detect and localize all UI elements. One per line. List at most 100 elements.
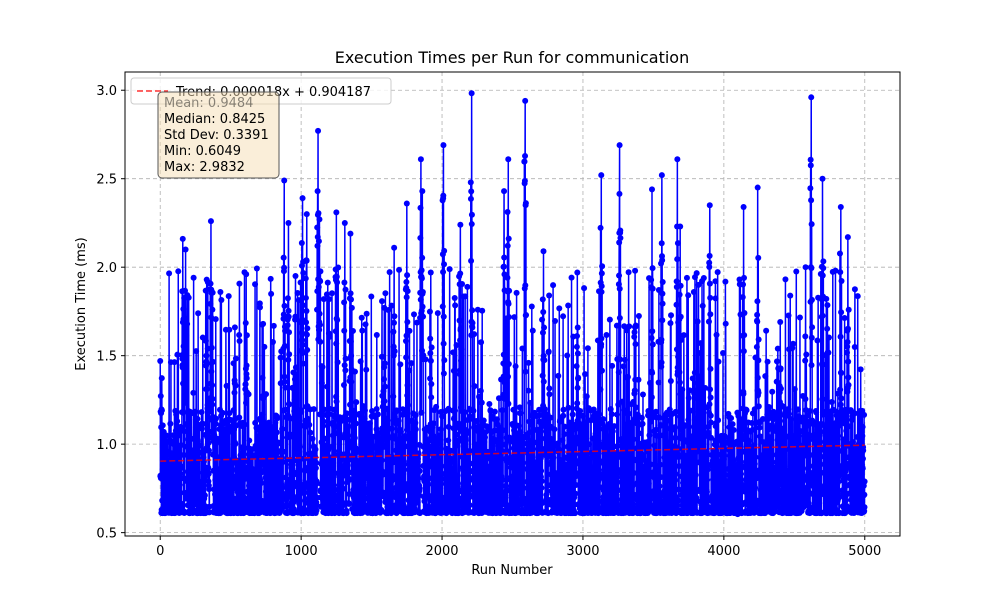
data-point [708, 420, 714, 426]
data-point [599, 263, 605, 269]
data-point [268, 276, 274, 282]
data-point [728, 415, 734, 421]
data-point [793, 268, 799, 274]
data-point [316, 238, 322, 244]
data-point [754, 312, 760, 318]
data-point [283, 407, 289, 413]
data-point [795, 406, 801, 412]
data-point [419, 275, 425, 281]
data-point [469, 212, 475, 218]
data-point [520, 485, 526, 491]
data-point [204, 361, 210, 367]
data-point [636, 430, 642, 436]
data-point [243, 381, 249, 387]
data-point [611, 423, 617, 429]
data-point [476, 394, 482, 400]
data-point [279, 484, 285, 490]
data-point [197, 443, 203, 449]
data-point [617, 315, 623, 321]
data-point [501, 255, 507, 261]
data-point [423, 356, 429, 362]
data-point [708, 413, 714, 419]
data-point [175, 268, 181, 274]
data-point [843, 417, 849, 423]
data-point [403, 443, 409, 449]
data-point [285, 220, 291, 226]
data-point [693, 472, 699, 478]
data-point [721, 453, 727, 459]
data-point [319, 380, 325, 386]
data-point [446, 473, 452, 479]
data-point [762, 373, 768, 379]
data-point [396, 418, 402, 424]
data-point [278, 355, 284, 361]
data-point [540, 373, 546, 379]
data-point [668, 312, 674, 318]
data-point [404, 294, 410, 300]
data-point [614, 412, 620, 418]
data-point [769, 389, 775, 395]
data-point [678, 283, 684, 289]
data-point [541, 325, 547, 331]
data-point [754, 475, 760, 481]
data-point [586, 441, 592, 447]
data-point [808, 94, 814, 100]
data-point [741, 348, 747, 354]
data-point [306, 422, 312, 428]
data-point [794, 436, 800, 442]
data-point [691, 289, 697, 295]
data-point [341, 328, 347, 334]
data-point [730, 421, 736, 427]
data-point [815, 455, 821, 461]
data-point [509, 498, 515, 504]
data-point [501, 396, 507, 402]
data-point [408, 464, 414, 470]
data-point [342, 220, 348, 226]
data-point [288, 471, 294, 477]
data-point [326, 296, 332, 302]
data-point [458, 325, 464, 331]
data-point [722, 279, 728, 285]
data-point [824, 459, 830, 465]
data-point [448, 448, 454, 454]
data-point [384, 416, 390, 422]
data-point [378, 483, 384, 489]
data-point [186, 417, 192, 423]
data-point [348, 290, 354, 296]
data-point [546, 293, 552, 299]
data-point [511, 314, 517, 320]
data-point [513, 363, 519, 369]
data-point [367, 420, 373, 426]
data-point [831, 463, 837, 469]
data-point [777, 319, 783, 325]
data-point [454, 432, 460, 438]
data-point [517, 404, 523, 410]
data-point [841, 476, 847, 482]
data-point [504, 275, 510, 281]
data-point [303, 319, 309, 325]
data-point [844, 350, 850, 356]
data-point [820, 258, 826, 264]
data-point [479, 400, 485, 406]
data-point [642, 471, 648, 477]
data-point [204, 386, 210, 392]
data-point [210, 290, 216, 296]
data-point [468, 258, 474, 264]
data-point [399, 495, 405, 501]
data-point [808, 197, 814, 203]
data-point [481, 418, 487, 424]
data-point [749, 420, 755, 426]
data-point [575, 385, 581, 391]
data-point [293, 402, 299, 408]
data-point [464, 284, 470, 290]
data-point [650, 341, 656, 347]
data-point [402, 409, 408, 415]
data-point [317, 311, 323, 317]
data-point [570, 412, 576, 418]
data-point [476, 431, 482, 437]
data-point [350, 328, 356, 334]
data-point [469, 221, 475, 227]
data-point [347, 231, 353, 237]
data-point [819, 362, 825, 368]
data-point [715, 269, 721, 275]
